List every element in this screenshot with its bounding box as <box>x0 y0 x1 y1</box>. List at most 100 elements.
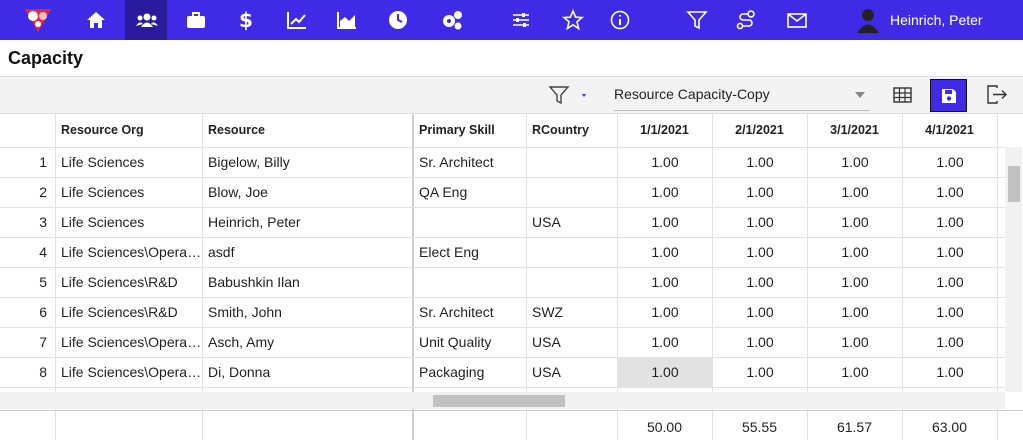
cell-value[interactable]: 1.00 <box>936 244 964 260</box>
cell-value[interactable]: 1.00 <box>651 184 679 200</box>
cell-text[interactable]: Life Sciences\R&D <box>61 304 178 320</box>
scroll-thumb[interactable] <box>1008 166 1020 202</box>
column-header[interactable]: RCountry <box>532 123 589 137</box>
cell-text[interactable]: Di, Donna <box>208 364 271 380</box>
toolbar: Resource Capacity-Copy <box>0 76 1023 113</box>
cell-text[interactable]: Unit Quality <box>419 334 492 350</box>
cell-value[interactable]: 1.00 <box>936 154 964 170</box>
column-header[interactable]: 3/1/2021 <box>830 123 879 137</box>
cell-text[interactable]: Smith, John <box>208 304 282 320</box>
view-select[interactable]: Resource Capacity-Copy <box>614 77 870 111</box>
area-chart-icon[interactable] <box>335 8 359 32</box>
cell-text[interactable]: SWZ <box>532 304 564 320</box>
cell-text[interactable]: USA <box>532 214 561 230</box>
column-divider <box>617 114 618 440</box>
cell-value[interactable]: 1.00 <box>841 334 869 350</box>
cell-text[interactable]: Sr. Architect <box>419 304 494 320</box>
user-name[interactable]: Heinrich, Peter <box>890 12 983 28</box>
cell-text[interactable]: USA <box>532 334 561 350</box>
cell-value[interactable]: 1.00 <box>936 334 964 350</box>
cell-value[interactable]: 1.00 <box>651 274 679 290</box>
filter-button[interactable] <box>548 84 588 106</box>
briefcase-icon[interactable] <box>184 8 208 32</box>
mail-icon[interactable] <box>785 8 809 32</box>
cell-value[interactable]: 1.00 <box>746 334 774 350</box>
column-divider <box>55 114 56 440</box>
line-chart-icon[interactable] <box>285 8 309 32</box>
cell-value[interactable]: 1.00 <box>651 154 679 170</box>
cogs-icon[interactable] <box>440 8 464 32</box>
cell-text[interactable]: Heinrich, Peter <box>208 214 301 230</box>
column-header[interactable]: Primary Skill <box>419 123 495 137</box>
cell-value[interactable]: 1.00 <box>746 364 774 380</box>
cell-text[interactable]: QA Eng <box>419 184 468 200</box>
cell-value[interactable]: 1.00 <box>618 357 712 387</box>
cell-text[interactable]: Life Sciences\R&D <box>61 274 178 290</box>
cell-text[interactable]: Bigelow, Billy <box>208 154 290 170</box>
cell-text[interactable]: Life Sciences <box>61 154 145 170</box>
cell-value[interactable]: 1.00 <box>746 244 774 260</box>
cell-value[interactable]: 1.00 <box>841 304 869 320</box>
cell-value[interactable]: 1.00 <box>651 334 679 350</box>
cell-value[interactable]: 1.00 <box>746 154 774 170</box>
cell-text[interactable]: Sr. Architect <box>419 154 494 170</box>
info-icon[interactable] <box>608 8 632 32</box>
column-header[interactable]: 4/1/2021 <box>925 123 974 137</box>
cell-text[interactable]: Babushkin Ilan <box>208 274 300 290</box>
cell-text[interactable]: Elect Eng <box>419 244 479 260</box>
star-icon[interactable] <box>561 8 585 32</box>
cell-value[interactable]: 1.00 <box>936 184 964 200</box>
clock-icon[interactable] <box>386 8 410 32</box>
cell-value[interactable]: 1.00 <box>841 184 869 200</box>
cell-value[interactable]: 1.00 <box>651 244 679 260</box>
column-header[interactable]: 1/1/2021 <box>640 123 689 137</box>
vertical-scrollbar[interactable] <box>1005 147 1022 392</box>
cell-value[interactable]: 1.00 <box>841 274 869 290</box>
grid-button[interactable] <box>892 85 914 105</box>
cell-value[interactable]: 1.00 <box>651 214 679 230</box>
cell-value[interactable]: 1.00 <box>746 304 774 320</box>
cell-value[interactable]: 1.00 <box>746 274 774 290</box>
cell-text[interactable]: Life Sciences\Opera… <box>61 334 202 350</box>
sliders-icon[interactable] <box>509 8 533 32</box>
cell-text[interactable]: Life Sciences\Opera… <box>61 244 202 260</box>
column-header[interactable]: Resource Org <box>61 123 144 137</box>
scroll-thumb[interactable] <box>433 395 565 407</box>
column-header[interactable]: Resource <box>208 123 265 137</box>
cell-value[interactable]: 1.00 <box>746 184 774 200</box>
cell-value[interactable]: 1.00 <box>841 154 869 170</box>
cell-text[interactable]: Asch, Amy <box>208 334 275 350</box>
filter-icon[interactable] <box>685 8 709 32</box>
row-divider <box>0 177 1005 178</box>
users-icon[interactable] <box>135 8 159 32</box>
column-header[interactable]: 2/1/2021 <box>735 123 784 137</box>
cell-text[interactable]: asdf <box>208 244 235 260</box>
cell-value[interactable]: 1.00 <box>841 214 869 230</box>
cell-value[interactable]: 1.00 <box>936 304 964 320</box>
avatar[interactable] <box>854 6 882 34</box>
cell-text[interactable]: USA <box>532 364 561 380</box>
cell-text[interactable]: Life Sciences\Opera… <box>61 364 202 380</box>
cell-value[interactable]: 1.00 <box>841 244 869 260</box>
home-icon[interactable] <box>84 8 108 32</box>
route-icon[interactable] <box>734 8 758 32</box>
cell-text[interactable]: Life Sciences <box>61 214 145 230</box>
cell-text[interactable]: Packaging <box>419 364 485 380</box>
cell-value[interactable]: 1.00 <box>936 214 964 230</box>
header-divider <box>0 147 1005 148</box>
row-divider <box>0 387 1005 388</box>
column-divider <box>712 114 713 440</box>
dollar-icon[interactable]: $ <box>234 8 258 32</box>
logo[interactable] <box>22 4 54 36</box>
export-button[interactable] <box>985 84 1009 106</box>
cell-value[interactable]: 1.00 <box>651 304 679 320</box>
cell-text[interactable]: Blow, Joe <box>208 184 268 200</box>
cell-value[interactable]: 1.00 <box>936 364 964 380</box>
row-number: 2 <box>39 184 47 200</box>
cell-value[interactable]: 1.00 <box>841 364 869 380</box>
cell-value[interactable]: 1.00 <box>746 214 774 230</box>
cell-text[interactable]: Life Sciences <box>61 184 145 200</box>
cell-value[interactable]: 1.00 <box>936 274 964 290</box>
save-button[interactable] <box>930 79 967 112</box>
row-number: 6 <box>39 304 47 320</box>
